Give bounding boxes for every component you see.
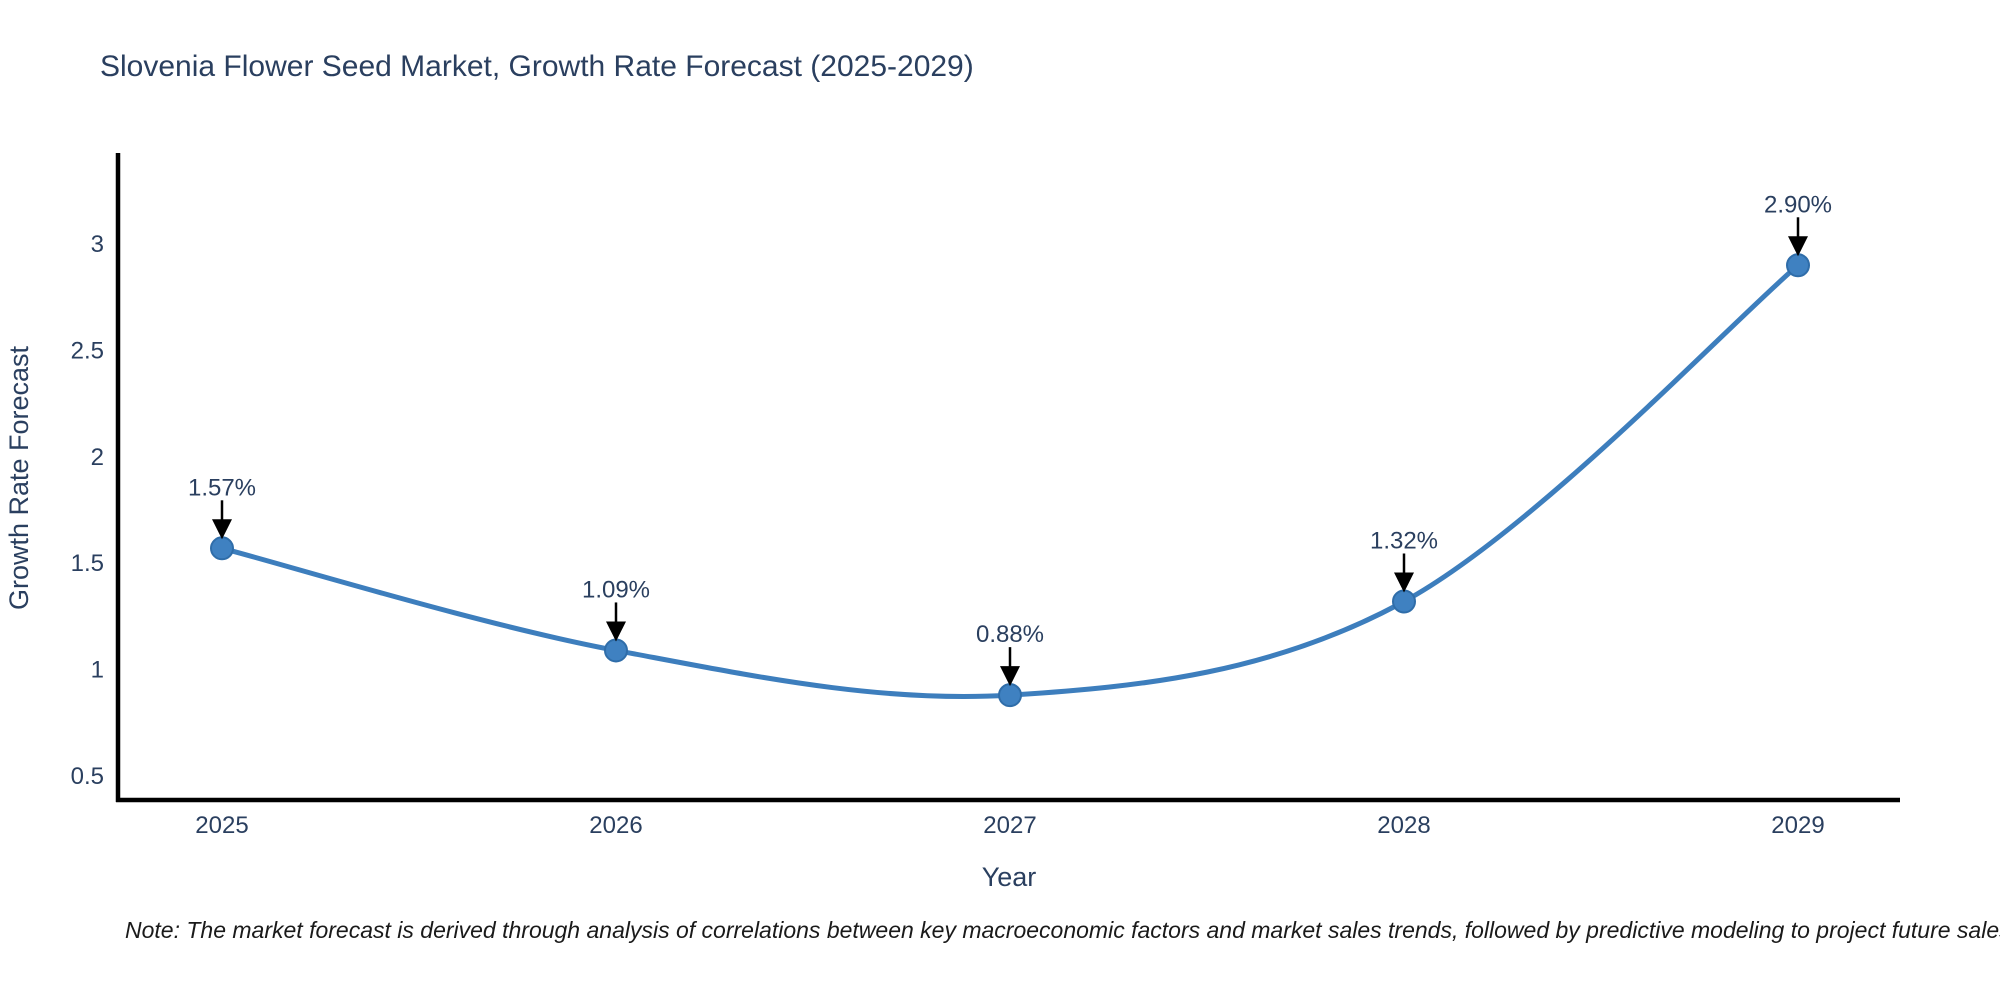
x-tick-label: 2026 [589,812,642,839]
y-tick-label: 0.5 [71,763,104,790]
y-tick-label: 1.5 [71,550,104,577]
data-label: 1.57% [188,474,256,501]
data-label: 0.88% [976,621,1044,648]
annotation-arrow-head [1000,666,1020,687]
x-tick-label: 2028 [1377,812,1430,839]
chart-title: Slovenia Flower Seed Market, Growth Rate… [100,50,974,83]
data-label: 1.32% [1370,528,1438,555]
x-axis-title: Year [982,862,1037,892]
data-label: 2.90% [1764,191,1832,218]
data-point-marker [210,536,234,561]
data-label: 1.09% [582,576,650,603]
data-point-marker [998,683,1022,708]
y-tick-label: 2 [91,444,104,471]
annotation-arrow-head [1394,572,1414,593]
data-point-marker [1786,253,1810,278]
annotation-arrow-head [212,519,232,540]
footnote: Note: The market forecast is derived thr… [125,917,2000,943]
x-tick-label: 2029 [1771,812,1824,839]
data-point-marker [604,638,628,663]
y-tick-label: 1 [91,657,104,684]
y-tick-label: 3 [91,231,104,258]
y-tick-label: 2.5 [71,337,104,364]
annotation-arrow-head [1788,236,1808,257]
y-axis-title: Growth Rate Forecast [4,345,34,610]
x-tick-label: 2027 [983,812,1036,839]
annotation-arrow-head [606,621,626,642]
data-point-marker [1392,589,1416,614]
x-tick-label: 2025 [195,812,248,839]
